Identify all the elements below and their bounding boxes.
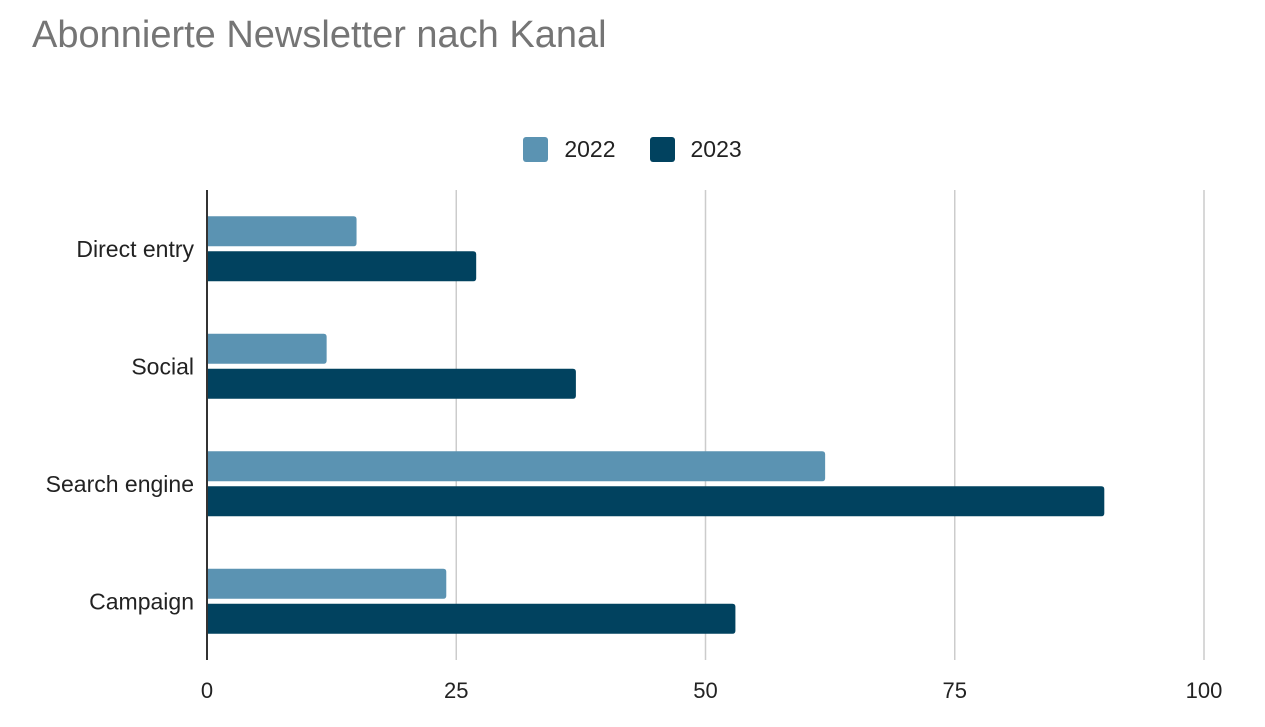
bar-direct-entry-2022 <box>207 216 357 247</box>
legend-item-2023: 2023 <box>649 136 742 163</box>
bar-search-engine-2023 <box>207 486 1105 517</box>
category-label-search-engine: Search engine <box>46 471 194 497</box>
category-label-campaign: Campaign <box>89 588 194 614</box>
x-tick-label-0: 0 <box>201 678 213 703</box>
bar-campaign-2022 <box>207 568 447 599</box>
x-tick-label-25: 25 <box>444 678 468 703</box>
chart-legend: 2022 2023 <box>0 136 1265 163</box>
bar-social-2022 <box>207 333 327 364</box>
legend-swatch-2022 <box>523 137 549 162</box>
legend-label-2023: 2023 <box>690 136 742 162</box>
category-label-direct-entry: Direct entry <box>76 236 194 262</box>
legend-label-2022: 2022 <box>564 136 616 162</box>
legend-swatch-2023 <box>649 137 675 162</box>
category-labels: Direct entry Social Search engine Campaign <box>46 236 195 615</box>
category-label-social: Social <box>131 353 194 379</box>
bar-direct-entry-2023 <box>207 251 477 282</box>
bar-search-engine-2022 <box>207 451 826 482</box>
gridlines <box>455 190 1205 660</box>
bars <box>207 216 1105 634</box>
x-tick-label-75: 75 <box>943 678 967 703</box>
legend-item-2022: 2022 <box>523 136 616 163</box>
chart-title: Abonnierte Newsletter nach Kanal <box>32 14 607 56</box>
bar-campaign-2023 <box>207 603 736 634</box>
bar-social-2023 <box>207 368 576 399</box>
x-tick-label-50: 50 <box>693 678 717 703</box>
x-tick-labels: 0 25 50 75 100 <box>201 678 1222 703</box>
x-tick-label-100: 100 <box>1186 678 1223 703</box>
